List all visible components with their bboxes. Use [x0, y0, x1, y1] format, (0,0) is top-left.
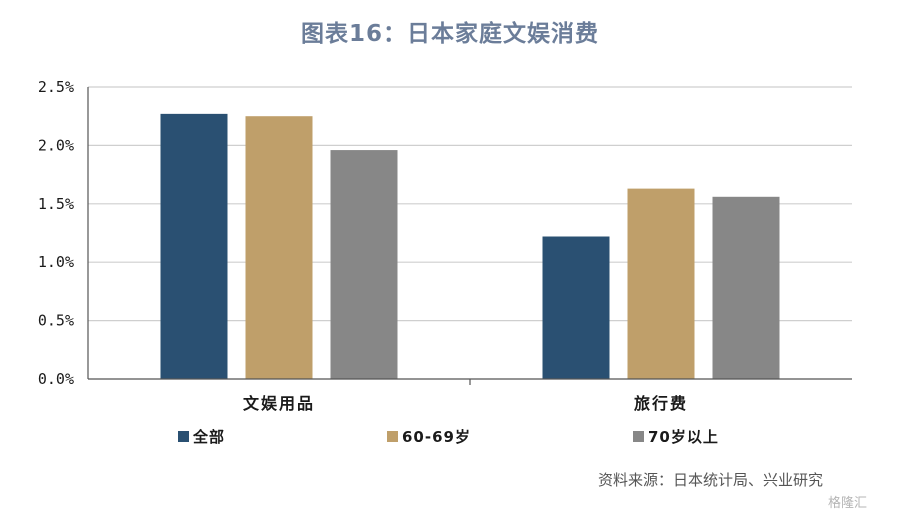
y-tick-label: 0.5%	[38, 312, 74, 330]
legend: 全部 60-69岁 70岁以上	[178, 428, 719, 446]
x-category-label: 文娱用品	[243, 394, 315, 413]
y-tick-label: 2.5%	[38, 78, 74, 96]
legend-label: 70岁以上	[648, 428, 719, 446]
bar	[627, 188, 695, 379]
y-tick-label: 2.0%	[38, 136, 74, 154]
bar	[542, 236, 610, 379]
x-category-label: 旅行费	[634, 394, 688, 413]
bar	[712, 196, 780, 379]
y-tick-label: 0.0%	[38, 370, 74, 388]
legend-swatch	[633, 431, 644, 442]
bars	[160, 113, 780, 379]
source-note: 资料来源：日本统计局、兴业研究	[598, 471, 824, 489]
chart-title: 图表16：日本家庭文娱消费	[300, 21, 599, 47]
y-tick-label: 1.5%	[38, 195, 74, 213]
bar	[330, 150, 398, 379]
legend-label: 60-69岁	[402, 428, 471, 446]
legend-swatch	[178, 431, 189, 442]
legend-label: 全部	[192, 428, 225, 446]
watermark: 格隆汇	[828, 496, 868, 511]
bar	[245, 116, 313, 379]
legend-swatch	[387, 431, 398, 442]
bar	[160, 113, 228, 379]
axes: 0.0% 0.5% 1.0% 1.5% 2.0% 2.5% 文娱用品 旅行费	[38, 78, 852, 413]
y-tick-label: 1.0%	[38, 253, 74, 271]
